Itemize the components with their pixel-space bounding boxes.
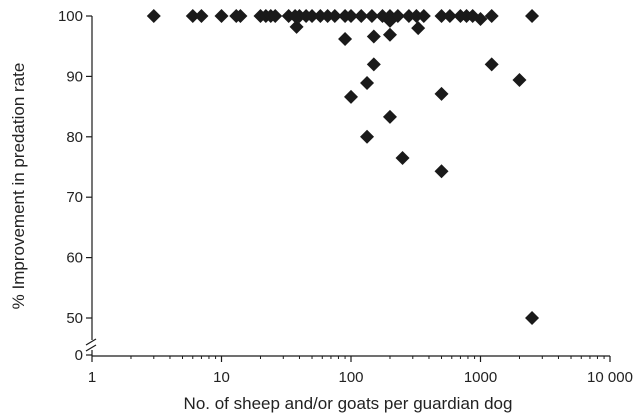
axes	[85, 16, 610, 357]
data-point	[382, 13, 397, 28]
data-point	[382, 27, 397, 42]
y-axis-title: % Improvement in predation rate	[9, 63, 28, 310]
data-point	[409, 9, 424, 23]
data-point	[525, 9, 540, 23]
data-point	[344, 9, 358, 23]
data-point	[320, 9, 335, 23]
data-point	[411, 21, 426, 36]
data-point	[214, 9, 229, 23]
y-axis-break-mark	[85, 338, 97, 346]
data-point	[364, 9, 379, 23]
y-tick-label: 60	[66, 250, 83, 267]
y-axis-break-mark	[85, 344, 97, 352]
data-point	[473, 12, 488, 27]
data-points	[146, 9, 540, 325]
data-point	[360, 76, 375, 91]
data-point	[434, 164, 449, 179]
data-point	[354, 9, 369, 23]
data-point	[512, 73, 527, 88]
data-point	[382, 109, 397, 124]
x-tick-label: 10 000	[587, 369, 633, 386]
y-tick-label: 50	[66, 310, 83, 327]
data-point	[338, 31, 353, 46]
data-point	[416, 9, 431, 23]
y-tick-label: 100	[58, 8, 83, 25]
x-tick-label: 1	[88, 369, 96, 386]
data-point	[395, 150, 410, 165]
data-point	[525, 311, 540, 325]
x-tick-label: 100	[338, 369, 363, 386]
data-point	[344, 89, 358, 104]
data-point	[484, 57, 499, 72]
y-axis-ticks: 0 50 60 70 80 90 100	[58, 8, 92, 364]
data-point	[360, 129, 375, 144]
data-point	[146, 9, 161, 23]
x-tick-label: 1000	[464, 369, 497, 386]
y-tick-label: 80	[66, 129, 83, 146]
data-point	[434, 86, 449, 101]
data-point	[268, 9, 283, 23]
data-point	[289, 19, 304, 34]
y-tick-label: 70	[66, 189, 83, 206]
data-point	[484, 9, 499, 23]
data-point	[401, 9, 416, 23]
x-axis-ticks: 1 10 100 1000 10 000	[88, 356, 633, 386]
data-point	[434, 9, 449, 23]
data-point	[366, 57, 381, 72]
data-point	[194, 9, 209, 23]
data-point	[313, 9, 328, 23]
y-tick-label: 0	[75, 347, 83, 364]
data-point	[442, 9, 457, 23]
data-point	[305, 9, 320, 23]
data-point	[185, 9, 200, 23]
x-tick-label: 10	[213, 369, 230, 386]
y-tick-label: 90	[66, 68, 83, 85]
data-point	[233, 9, 248, 23]
data-point	[327, 9, 342, 23]
x-axis-title: No. of sheep and/or goats per guardian d…	[184, 394, 513, 413]
data-point	[366, 29, 381, 44]
